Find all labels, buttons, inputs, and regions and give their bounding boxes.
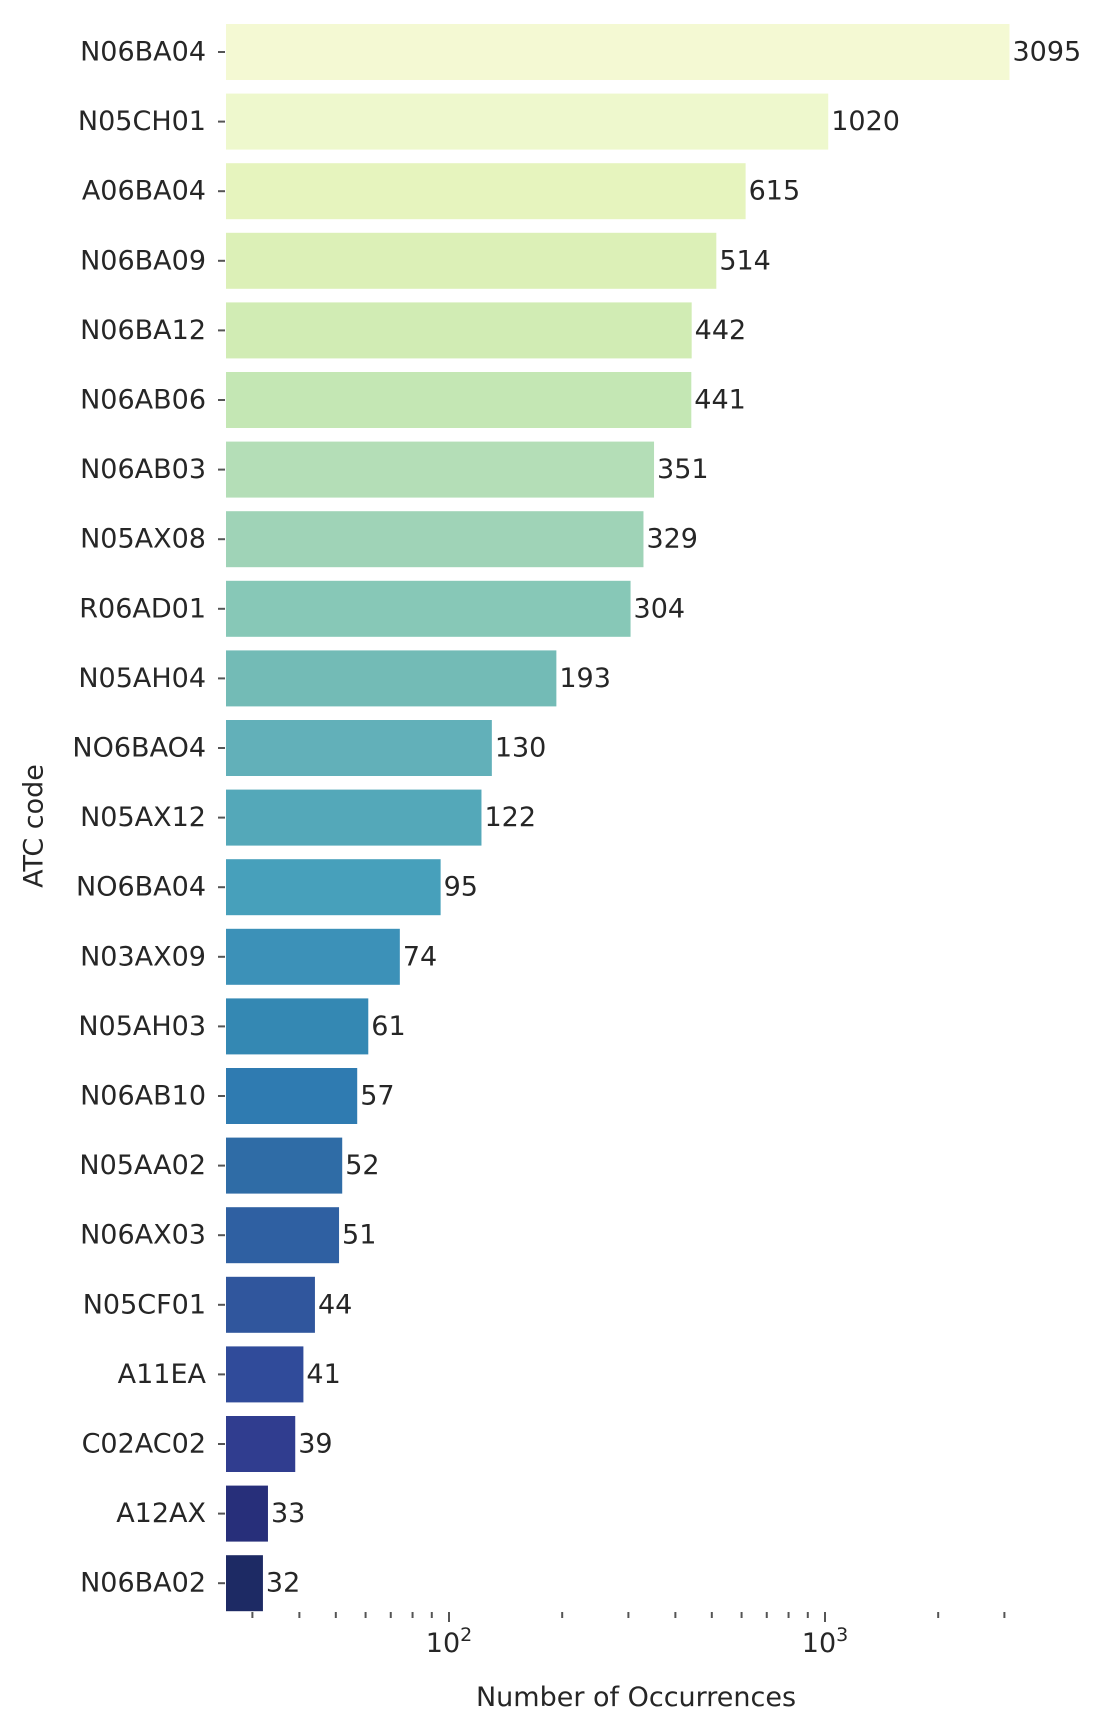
data-label: 442 xyxy=(695,315,747,346)
y-tick-label: N05AA02 xyxy=(79,1150,206,1181)
y-tick-label: N06AB03 xyxy=(80,454,206,485)
bar-n06ab03 xyxy=(226,441,655,498)
y-tick-label: N05CH01 xyxy=(78,106,206,137)
bar-n05ah03 xyxy=(226,998,369,1055)
bar-a12ax xyxy=(226,1485,268,1542)
data-labels: 3095 1020 615 514 442 441 351 329 304 193 130 122 95… xyxy=(266,37,1081,1599)
bar-n06ab10 xyxy=(226,1068,358,1124)
y-tick-label: N05AH03 xyxy=(78,1011,206,1042)
y-tick-label: N06AB10 xyxy=(80,1081,206,1112)
data-label: 130 xyxy=(495,733,547,764)
x-tick-label-base: 10 xyxy=(802,1628,836,1659)
data-label: 329 xyxy=(646,524,698,555)
bar-n06ba04 xyxy=(226,24,1010,80)
y-tick-label: N06AB06 xyxy=(80,385,206,416)
bar-n06ab06 xyxy=(226,372,692,428)
data-label: 39 xyxy=(298,1429,332,1460)
bar-a11ea xyxy=(226,1346,304,1403)
x-tick-label-exponent: 2 xyxy=(460,1624,472,1646)
data-label: 41 xyxy=(306,1359,340,1390)
x-axis: 102 103 xyxy=(251,1612,1006,1659)
data-label: 193 xyxy=(559,663,611,694)
y-tick-label: NO6BA04 xyxy=(76,872,206,903)
y-tick-label: N06BA02 xyxy=(80,1568,206,1599)
x-tick-label-base: 10 xyxy=(426,1628,460,1659)
data-label: 351 xyxy=(657,454,709,485)
y-tick-label: N06BA09 xyxy=(80,245,206,276)
y-tick-label: N05AX12 xyxy=(80,802,206,833)
bar-c02ac02 xyxy=(226,1416,296,1472)
data-label: 44 xyxy=(318,1289,352,1320)
bar-n03ax09 xyxy=(226,928,400,985)
bar-n06ba02 xyxy=(226,1555,263,1612)
data-label: 74 xyxy=(403,941,437,972)
x-tick-label: 102 xyxy=(426,1624,472,1659)
data-label: 51 xyxy=(342,1220,376,1251)
y-tick-label: N03AX09 xyxy=(80,941,206,972)
bar-r06ad01 xyxy=(226,580,631,637)
data-label: 61 xyxy=(371,1011,405,1042)
data-label: 1020 xyxy=(831,106,900,137)
data-label: 122 xyxy=(484,802,536,833)
data-label: 95 xyxy=(444,872,478,903)
y-tick-label: N06BA12 xyxy=(80,315,206,346)
y-tick-label: A11EA xyxy=(118,1359,207,1390)
y-axis-label: ATC code xyxy=(19,764,50,888)
y-tick-label: N05CF01 xyxy=(83,1289,206,1320)
y-tick-label: A12AX xyxy=(116,1498,206,1529)
bar-n05ax08 xyxy=(226,511,644,568)
data-label: 52 xyxy=(345,1150,379,1181)
data-label: 3095 xyxy=(1012,37,1081,68)
bar-n05aa02 xyxy=(226,1137,343,1194)
bar-n05cf01 xyxy=(226,1276,315,1333)
bar-no6bao4 xyxy=(226,720,492,776)
data-label: 304 xyxy=(634,593,686,624)
data-label: 514 xyxy=(719,245,771,276)
data-label: 32 xyxy=(266,1568,300,1599)
bar-n05ax12 xyxy=(226,789,482,846)
y-tick-labels: N06BA04 N05CH01 A06BA04 N06BA09 N06BA12 N06AB… xyxy=(72,37,225,1599)
bar-n05ah04 xyxy=(226,650,557,707)
y-tick-label: C02AC02 xyxy=(82,1429,206,1460)
bar-n05ch01 xyxy=(226,93,829,150)
y-tick-label: A06BA04 xyxy=(82,176,206,207)
y-tick-label: N05AX08 xyxy=(80,524,206,555)
data-label: 33 xyxy=(271,1498,305,1529)
x-axis-label: Number of Occurrences xyxy=(476,1682,796,1713)
data-label: 57 xyxy=(360,1081,394,1112)
bar-n06ba09 xyxy=(226,232,717,289)
y-tick-label: R06AD01 xyxy=(79,593,206,624)
bar-n06ba12 xyxy=(226,302,692,359)
bar-no6ba04 xyxy=(226,859,441,916)
y-tick-label: NO6BAO4 xyxy=(72,733,206,764)
data-label: 615 xyxy=(749,176,801,207)
bars-layer xyxy=(226,24,1010,1612)
y-tick-label: N05AH04 xyxy=(78,663,206,694)
bar-a06ba04 xyxy=(226,163,746,220)
data-label: 441 xyxy=(694,385,746,416)
x-tick-label: 103 xyxy=(802,1624,848,1659)
y-tick-label: N06BA04 xyxy=(80,37,206,68)
bar-n06ax03 xyxy=(226,1207,340,1264)
x-tick-label-exponent: 3 xyxy=(836,1624,848,1646)
y-tick-label: N06AX03 xyxy=(80,1220,206,1251)
